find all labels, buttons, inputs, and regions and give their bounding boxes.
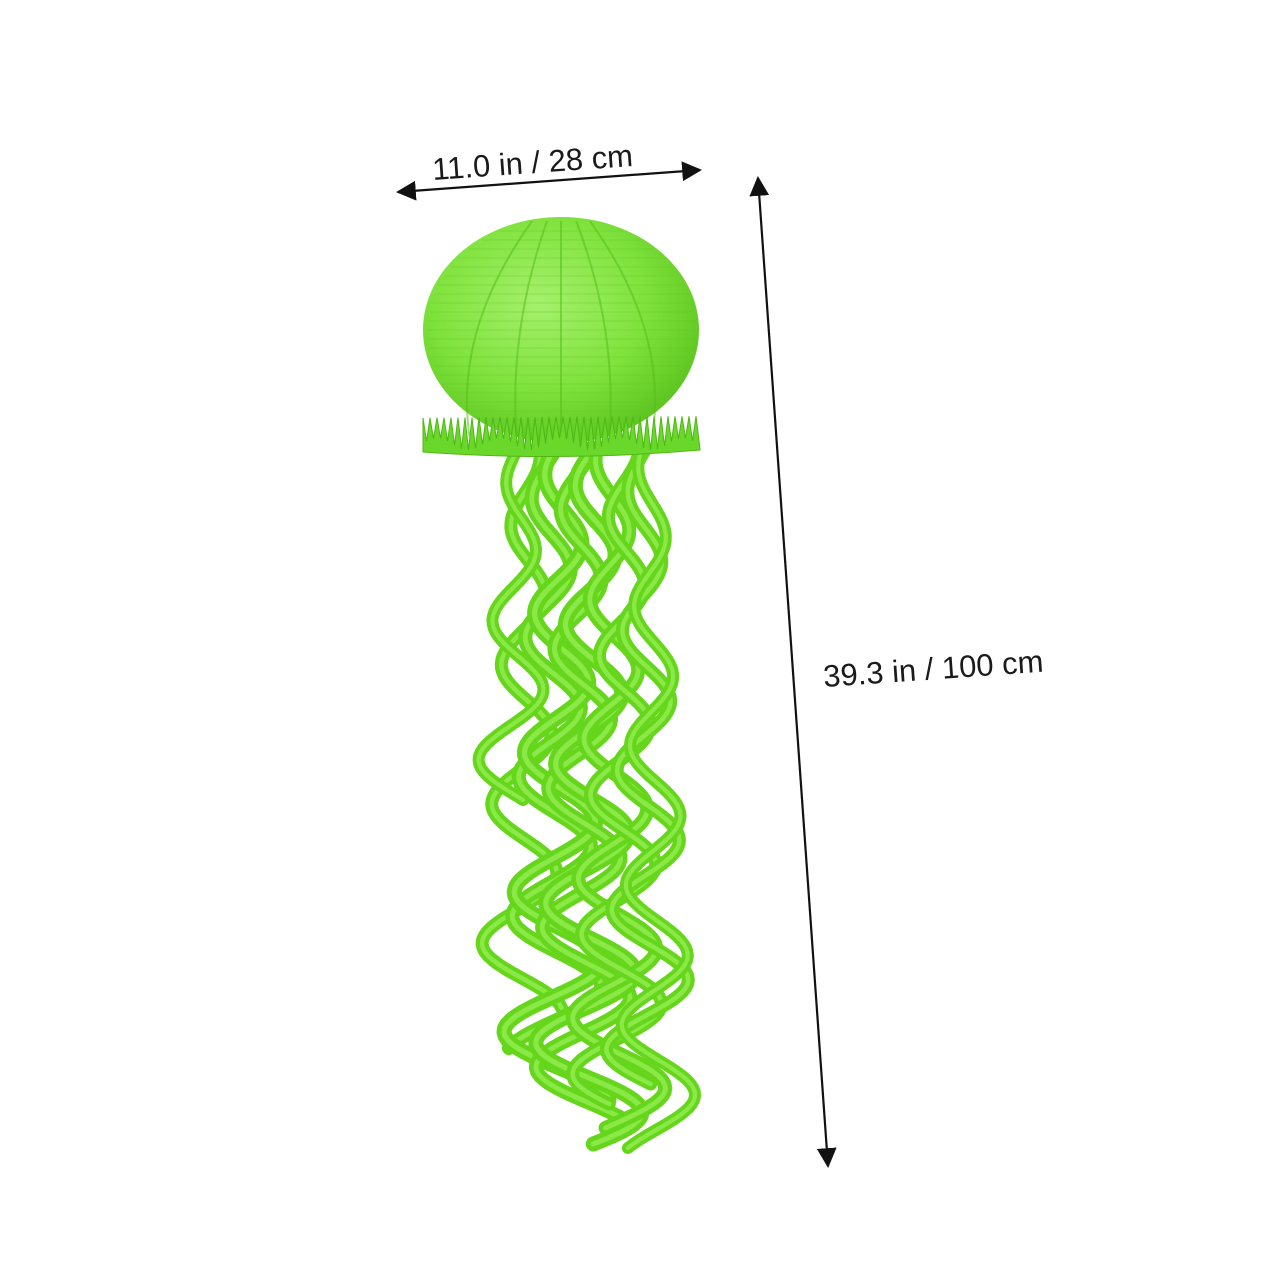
- height-label: 39.3 in / 100 cm: [822, 644, 1044, 694]
- tentacle-highlight: [501, 445, 612, 1103]
- lantern-fringe: [422, 416, 701, 458]
- tentacle-highlight: [619, 445, 698, 1151]
- double-headed-arrow-icon: [396, 161, 702, 201]
- tentacle-highlight: [476, 445, 546, 803]
- jellyfish-lantern-body: [422, 217, 701, 458]
- double-headed-arrow-icon: [749, 176, 837, 1168]
- width-label: 11.0 in / 28 cm: [431, 138, 634, 187]
- lantern-ribs: [427, 220, 695, 439]
- width-dimension: 11.0 in / 28 cm: [396, 138, 702, 201]
- height-dimension: 39.3 in / 100 cm: [749, 176, 1045, 1168]
- jellyfish-tentacles: [472, 440, 701, 1154]
